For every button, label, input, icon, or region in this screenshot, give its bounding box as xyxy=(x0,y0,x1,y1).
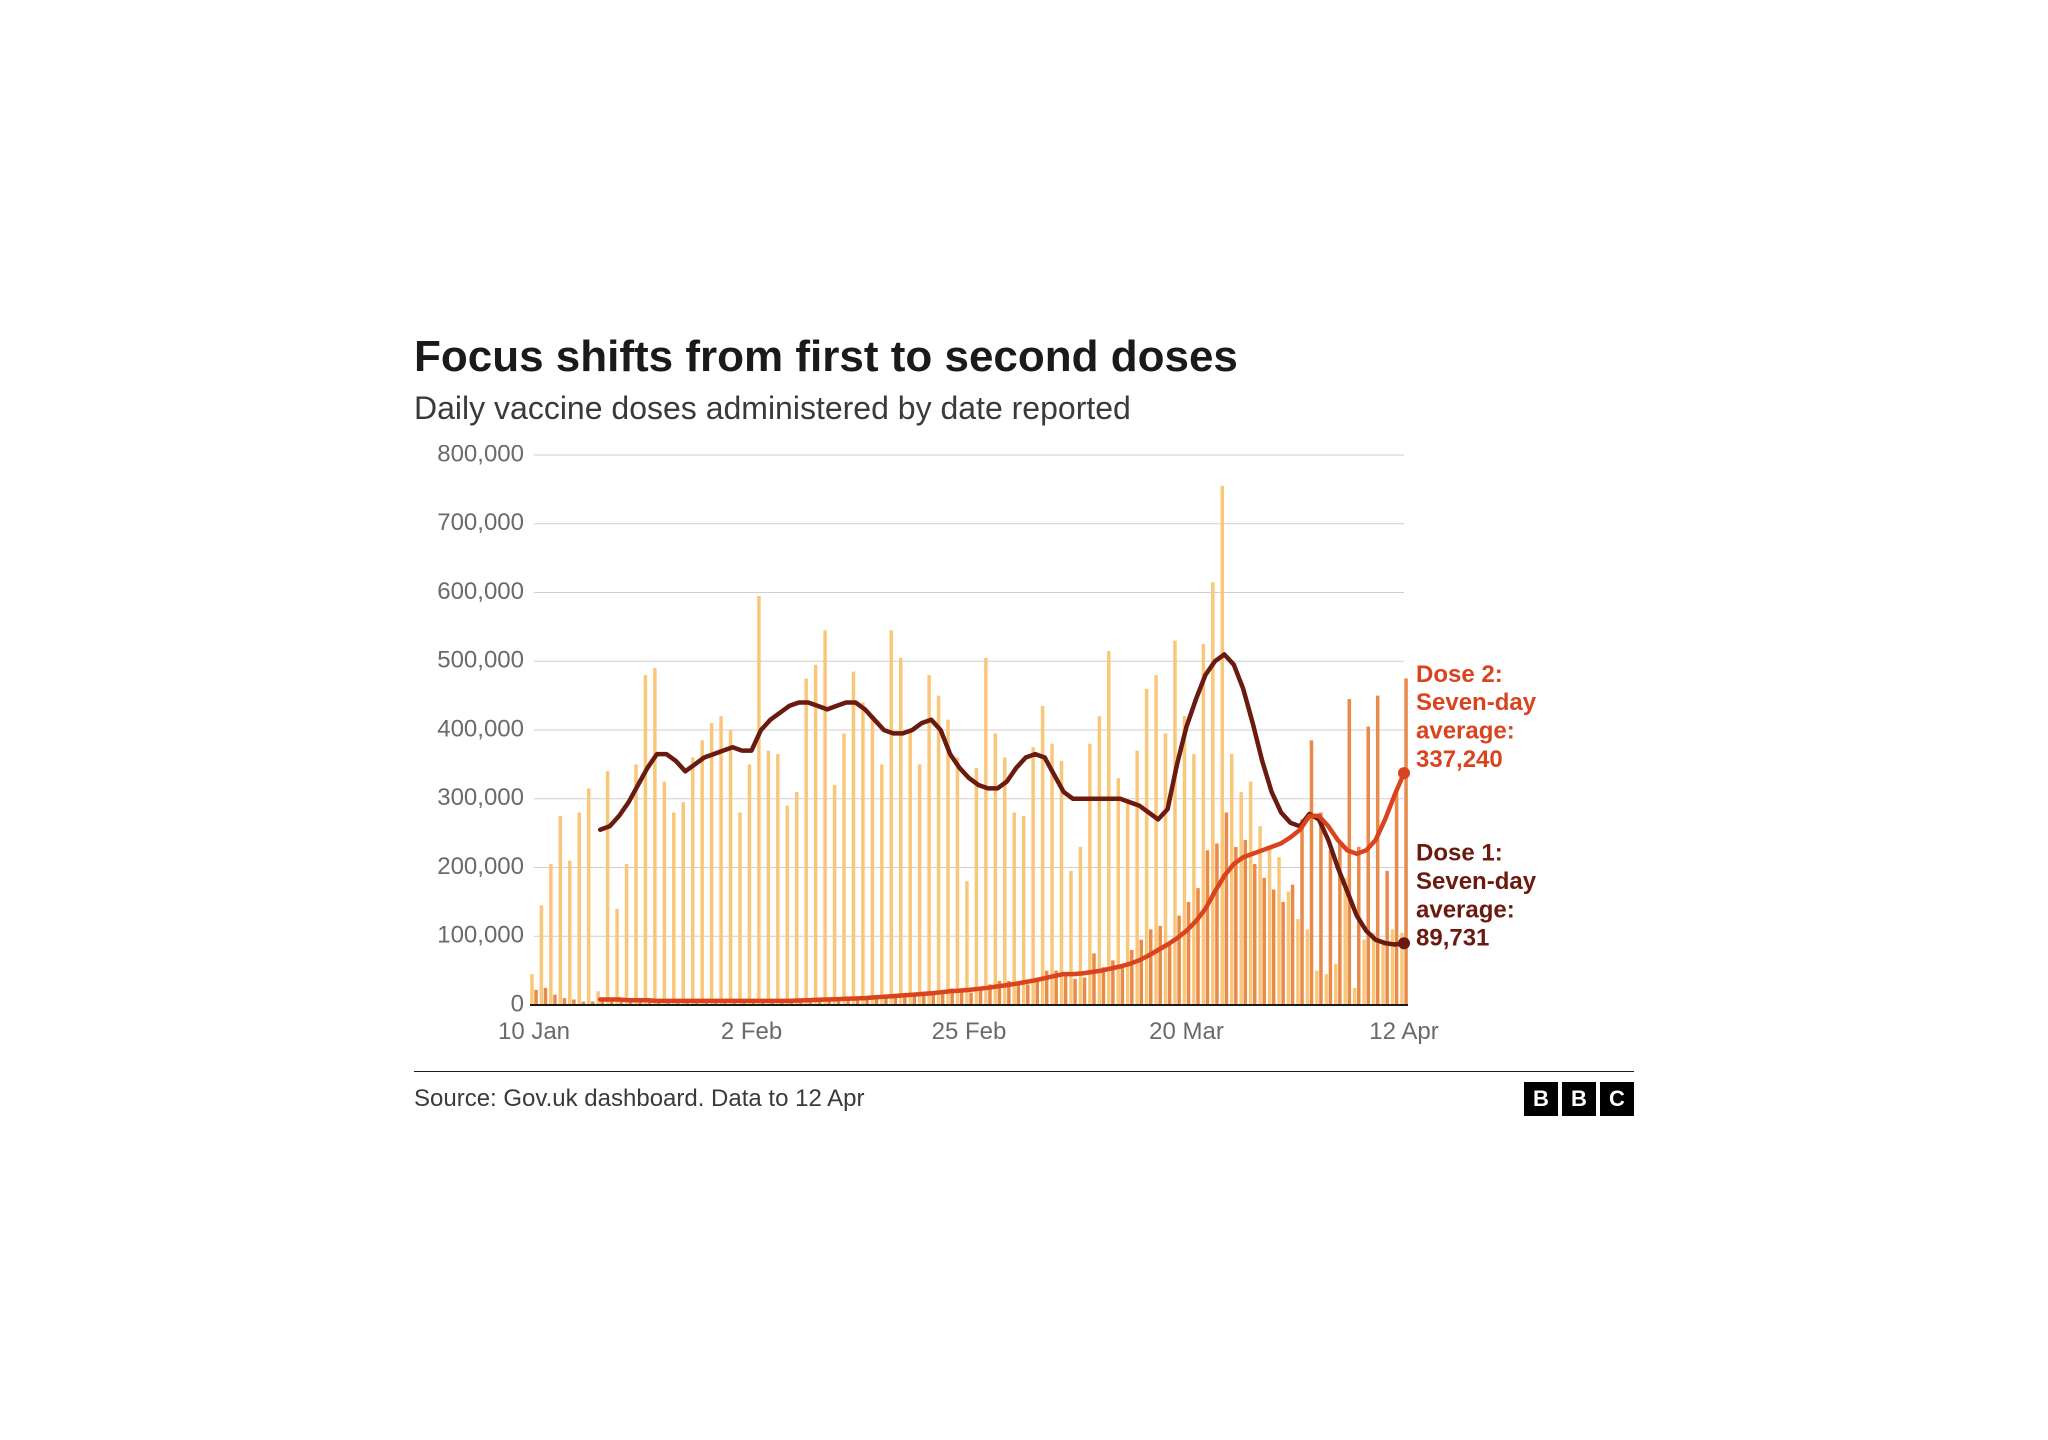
svg-text:average:: average: xyxy=(1416,896,1515,923)
chart-subtitle: Daily vaccine doses administered by date… xyxy=(414,390,1634,427)
svg-text:0: 0 xyxy=(511,990,524,1017)
chart-card: Focus shifts from first to second doses … xyxy=(384,304,1664,1136)
bbc-logo-box: B xyxy=(1524,1082,1558,1116)
svg-text:2 Feb: 2 Feb xyxy=(721,1018,782,1045)
svg-text:337,240: 337,240 xyxy=(1416,746,1503,773)
svg-text:800,000: 800,000 xyxy=(437,445,524,467)
chart-svg: 0 100,000 200,000 300,000 400,000 500,000 600,… xyxy=(414,445,1634,1065)
svg-text:average:: average: xyxy=(1416,718,1515,745)
chart-footer: Source: Gov.uk dashboard. Data to 12 Apr… xyxy=(414,1071,1634,1116)
svg-text:100,000: 100,000 xyxy=(437,922,524,949)
svg-text:Seven-day: Seven-day xyxy=(1416,868,1537,895)
svg-text:200,000: 200,000 xyxy=(437,853,524,880)
svg-text:500,000: 500,000 xyxy=(437,647,524,674)
svg-text:20 Mar: 20 Mar xyxy=(1149,1018,1224,1045)
svg-text:Seven-day: Seven-day xyxy=(1416,689,1537,716)
svg-text:12 Apr: 12 Apr xyxy=(1369,1018,1438,1045)
svg-text:300,000: 300,000 xyxy=(437,784,524,811)
source-text: Source: Gov.uk dashboard. Data to 12 Apr xyxy=(414,1085,865,1113)
svg-text:600,000: 600,000 xyxy=(437,578,524,605)
svg-text:400,000: 400,000 xyxy=(437,715,524,742)
svg-text:Dose 1:: Dose 1: xyxy=(1416,840,1503,867)
bbc-logo-box: C xyxy=(1600,1082,1634,1116)
svg-text:Dose 2:: Dose 2: xyxy=(1416,661,1503,688)
chart-area: 0 100,000 200,000 300,000 400,000 500,000 600,… xyxy=(414,445,1634,1065)
bbc-logo: BBC xyxy=(1524,1082,1634,1116)
svg-text:25 Feb: 25 Feb xyxy=(932,1018,1007,1045)
bbc-logo-box: B xyxy=(1562,1082,1596,1116)
svg-text:700,000: 700,000 xyxy=(437,509,524,536)
svg-text:89,731: 89,731 xyxy=(1416,925,1489,952)
chart-title: Focus shifts from first to second doses xyxy=(414,332,1634,382)
svg-text:10 Jan: 10 Jan xyxy=(498,1018,570,1045)
